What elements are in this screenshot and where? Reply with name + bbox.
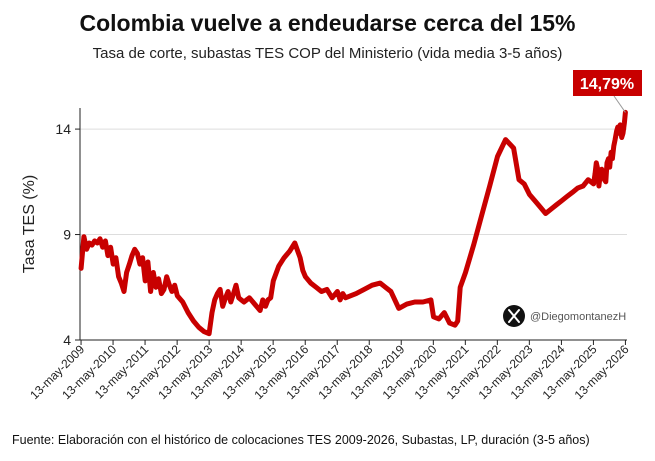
y-tick-label: 4 bbox=[63, 332, 71, 348]
y-tick-label: 9 bbox=[63, 227, 71, 243]
chart-title: Colombia vuelve a endeudarse cerca del 1… bbox=[79, 10, 576, 36]
watermark-handle: @DiegomontanezH bbox=[530, 311, 626, 323]
source-footer: Fuente: Elaboración con el histórico de … bbox=[12, 433, 590, 447]
grid-lines bbox=[80, 128, 627, 236]
last-value-box bbox=[573, 70, 642, 96]
watermark: @DiegomontanezH bbox=[503, 305, 626, 327]
x-ticks: 13-may-200913-may-201013-may-201113-may-… bbox=[27, 340, 632, 402]
x-logo-mark bbox=[508, 309, 520, 323]
y-tick-label: 14 bbox=[55, 121, 71, 137]
series-line bbox=[78, 109, 628, 337]
y-axis-label: Tasa TES (%) bbox=[21, 175, 38, 273]
last-value-label: 14,79% bbox=[580, 76, 634, 93]
y-ticks: 4 9 14 bbox=[55, 121, 80, 348]
chart-subtitle: Tasa de corte, subastas TES COP del Mini… bbox=[92, 45, 563, 62]
last-value-callout: 14,79% bbox=[573, 70, 642, 113]
callout-leader bbox=[613, 95, 626, 113]
